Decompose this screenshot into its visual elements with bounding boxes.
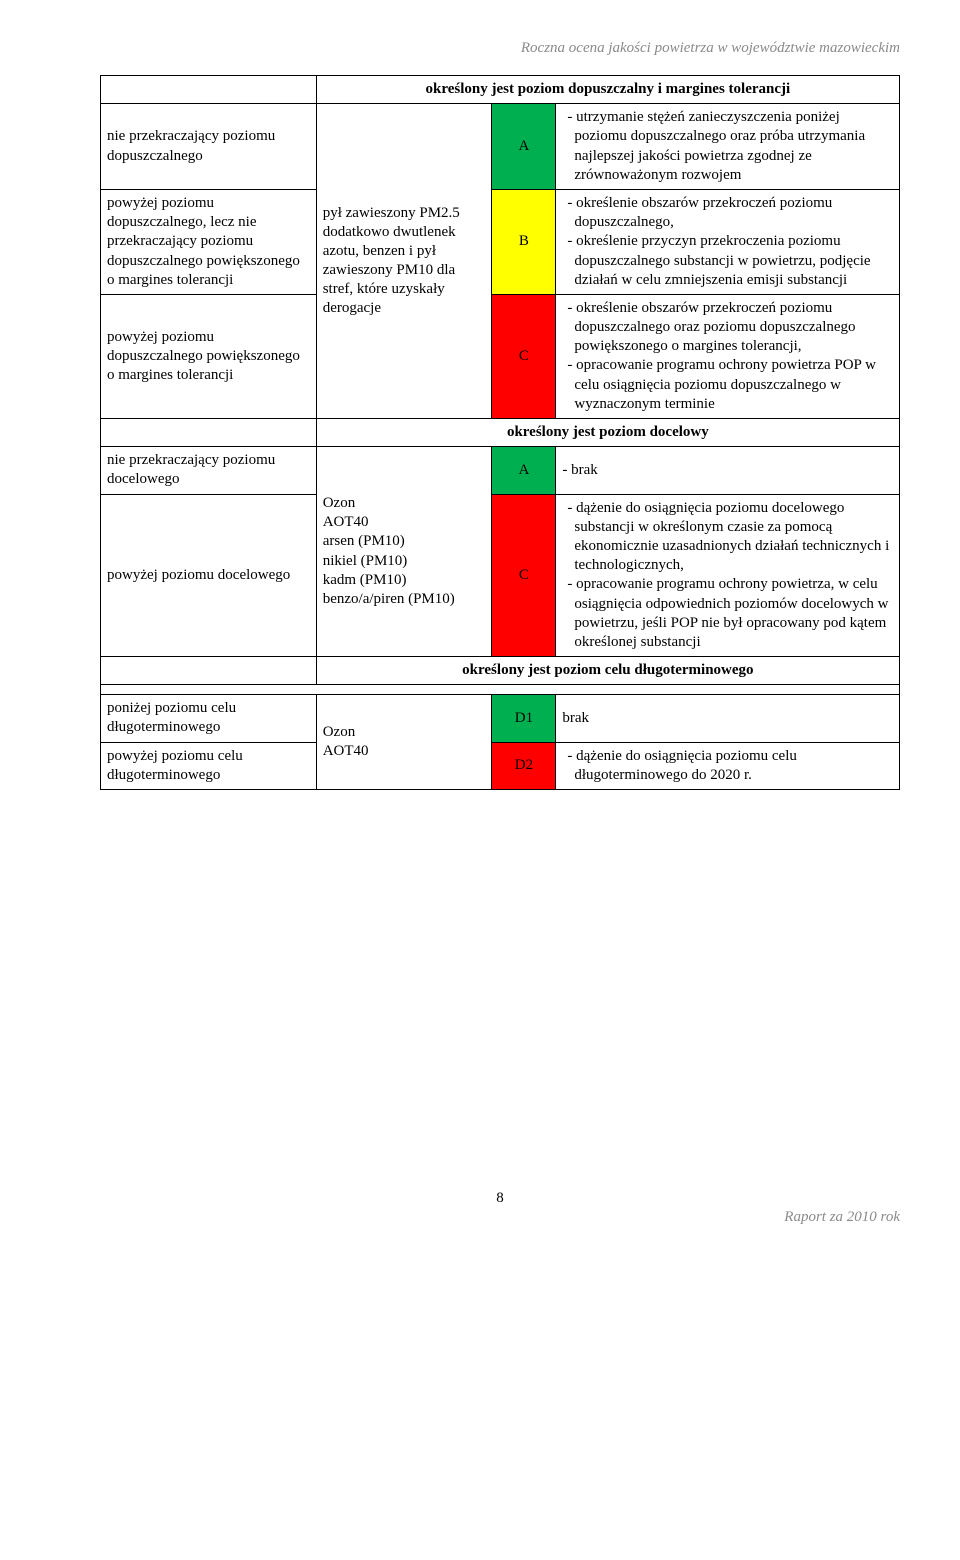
class-code: B	[492, 189, 556, 294]
table-row: nie przekraczający poziomu docelowego Oz…	[101, 447, 900, 494]
action-cell: - dążenie do osiągnięcia poziomu docelow…	[556, 494, 900, 657]
class-code: C	[492, 494, 556, 657]
row-label-empty	[101, 76, 317, 104]
table-row: poniżej poziomu celu długoterminowego Oz…	[101, 695, 900, 742]
condition-cell: poniżej poziomu celu długoterminowego	[101, 695, 317, 742]
section-header-row: określony jest poziom docelowy	[101, 419, 900, 447]
action-cell: - brak	[556, 447, 900, 494]
condition-cell: nie przekraczający poziomu dopuszczalneg…	[101, 104, 317, 190]
section-header-row: określony jest poziom celu długoterminow…	[101, 657, 900, 685]
class-code: A	[492, 447, 556, 494]
action-item: - opracowanie programu ochrony powietrza…	[562, 575, 893, 652]
action-cell: - określenie obszarów przekroczeń poziom…	[556, 189, 900, 294]
condition-cell: powyżej poziomu celu długoterminowego	[101, 742, 317, 789]
action-item: - określenie obszarów przekroczeń poziom…	[562, 194, 893, 232]
condition-cell: powyżej poziomu docelowego	[101, 494, 317, 657]
class-code: D1	[492, 695, 556, 742]
action-item: - utrzymanie stężeń zanieczyszczenia pon…	[562, 108, 893, 185]
condition-cell: nie przekraczający poziomu docelowego	[101, 447, 317, 494]
section-title: określony jest poziom dopuszczalny i mar…	[316, 76, 899, 104]
action-cell: - dążenie do osiągnięcia poziomu celu dł…	[556, 742, 900, 789]
substances-cell: pył zawieszony PM2.5 dodatkowo dwutlenek…	[316, 104, 492, 419]
class-code: A	[492, 104, 556, 190]
page-header: Roczna ocena jakości powietrza w wojewód…	[100, 40, 900, 57]
condition-cell: powyżej poziomu dopuszczalnego powiększo…	[101, 294, 317, 418]
action-item: - określenie obszarów przekroczeń poziom…	[562, 299, 893, 357]
table-row: powyżej poziomu celu długoterminowego D2…	[101, 742, 900, 789]
table-row: nie przekraczający poziomu dopuszczalneg…	[101, 104, 900, 190]
page-footer: 8 Raport za 2010 rok	[100, 1190, 900, 1226]
row-label-empty	[101, 657, 317, 685]
condition-cell: powyżej poziomu dopuszczalnego, lecz nie…	[101, 189, 317, 294]
action-cell: brak	[556, 695, 900, 742]
footer-text: Raport za 2010 rok	[100, 1209, 900, 1226]
class-code: D2	[492, 742, 556, 789]
section-header-row: określony jest poziom dopuszczalny i mar…	[101, 76, 900, 104]
action-cell: - określenie obszarów przekroczeń poziom…	[556, 294, 900, 418]
action-item: - dążenie do osiągnięcia poziomu docelow…	[562, 499, 893, 576]
action-item: - dążenie do osiągnięcia poziomu celu dł…	[562, 747, 893, 785]
action-cell: - utrzymanie stężeń zanieczyszczenia pon…	[556, 104, 900, 190]
section-title: określony jest poziom celu długoterminow…	[316, 657, 899, 685]
document-page: Roczna ocena jakości powietrza w wojewód…	[0, 0, 960, 1256]
spacer-cell	[101, 685, 900, 695]
substances-cell: Ozon AOT40	[316, 695, 492, 790]
table-row: powyżej poziomu dopuszczalnego powiększo…	[101, 294, 900, 418]
classification-table: określony jest poziom dopuszczalny i mar…	[100, 75, 900, 790]
class-code: C	[492, 294, 556, 418]
table-row: powyżej poziomu dopuszczalnego, lecz nie…	[101, 189, 900, 294]
action-item: - określenie przyczyn przekroczenia pozi…	[562, 232, 893, 290]
row-label-empty	[101, 419, 317, 447]
substances-cell: Ozon AOT40 arsen (PM10) nikiel (PM10) ka…	[316, 447, 492, 657]
page-number: 8	[100, 1190, 900, 1207]
section-title: określony jest poziom docelowy	[316, 419, 899, 447]
spacer-row	[101, 685, 900, 695]
table-row: powyżej poziomu docelowego C - dążenie d…	[101, 494, 900, 657]
action-item: - opracowanie programu ochrony powietrza…	[562, 356, 893, 414]
